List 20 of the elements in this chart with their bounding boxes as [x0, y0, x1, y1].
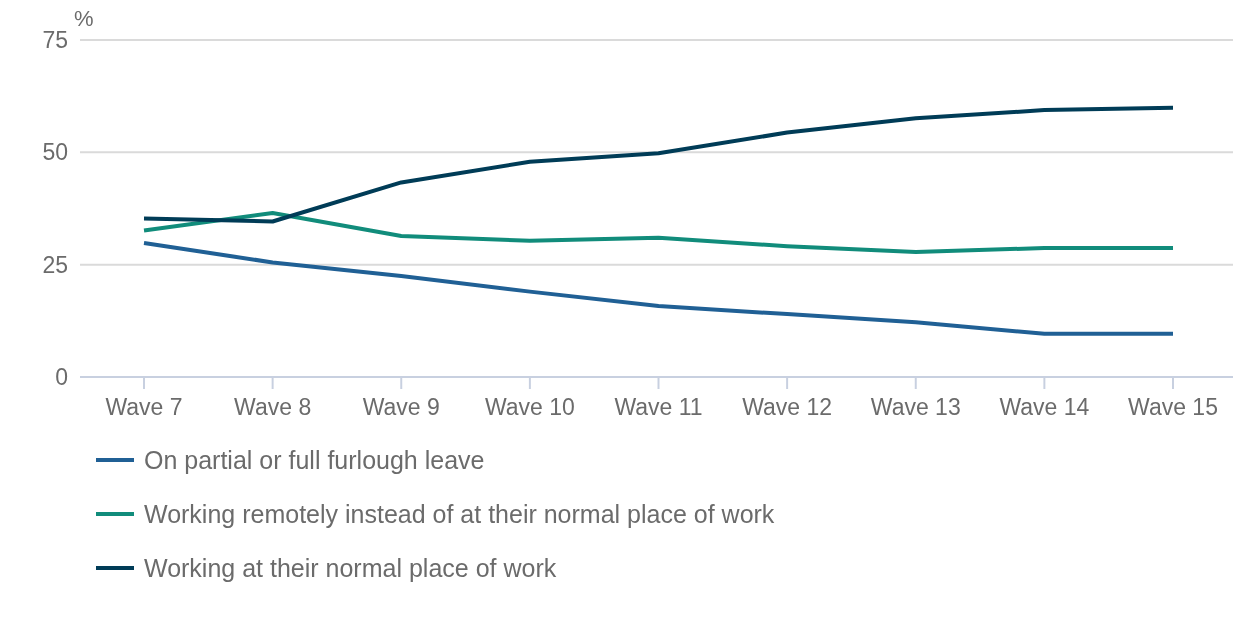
x-tick-label: Wave 11 [614, 394, 703, 421]
line-series [142, 241, 1175, 336]
y-tick-label: 75 [42, 27, 68, 54]
legend-label: Working remotely instead of at their normal place of work [144, 499, 775, 529]
y-axis-title: % [74, 6, 95, 31]
x-tick-label: Wave 9 [362, 394, 440, 421]
x-tick-label: Wave 13 [870, 394, 961, 421]
legend-label: Working at their normal place of work [144, 553, 557, 583]
x-tick-label: Wave 8 [234, 394, 312, 421]
y-tick-label: 25 [42, 251, 68, 278]
x-tick-label: Wave 10 [484, 394, 575, 421]
legend-label: On partial or full furlough leave [144, 445, 485, 475]
x-tick-label: Wave 12 [742, 394, 833, 421]
line-series [142, 210, 1175, 255]
y-tick-label: 50 [42, 139, 68, 166]
x-tick-label: Wave 14 [999, 394, 1090, 421]
x-tick-label: Wave 15 [1128, 394, 1218, 421]
y-tick-label: 0 [55, 364, 68, 391]
line-series [142, 105, 1175, 224]
x-tick-label: Wave 7 [105, 394, 183, 421]
